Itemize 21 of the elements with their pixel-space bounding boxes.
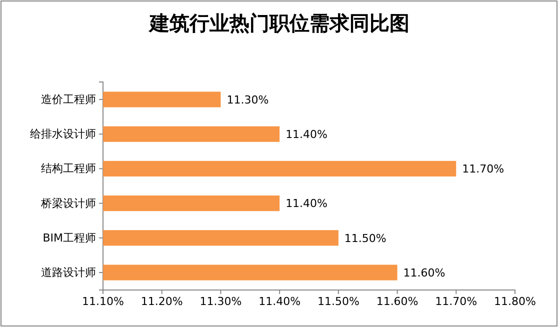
data-label: 11.50%: [344, 232, 386, 245]
y-tick-label: 造价工程师: [41, 93, 96, 106]
y-tick-label: 给排水设计师: [30, 128, 96, 141]
data-label: 11.40%: [286, 128, 328, 141]
data-label: 11.30%: [226, 93, 269, 106]
x-tick-label: 11.20%: [140, 294, 183, 308]
data-label: 11.70%: [462, 162, 504, 176]
x-tick-label: 11.30%: [200, 294, 242, 308]
x-tick-label: 11.40%: [258, 294, 301, 308]
y-tick-label: 结构工程师: [41, 162, 96, 176]
data-label: 11.60%: [403, 266, 446, 280]
y-tick-label: BIM工程师: [42, 231, 96, 244]
x-tick-label: 11.80%: [494, 294, 536, 308]
data-label: 11.40%: [286, 197, 328, 210]
x-tick-label: 11.70%: [435, 294, 478, 308]
x-tick-label: 11.60%: [376, 294, 418, 308]
y-tick-label: 道路设计师: [41, 266, 96, 280]
x-tick-label: 11.50%: [317, 294, 360, 308]
x-tick-label: 11.10%: [82, 294, 124, 308]
y-tick-label: 桥梁设计师: [40, 196, 96, 210]
chart-title: 建筑行业热门职位需求同比图: [148, 11, 410, 35]
